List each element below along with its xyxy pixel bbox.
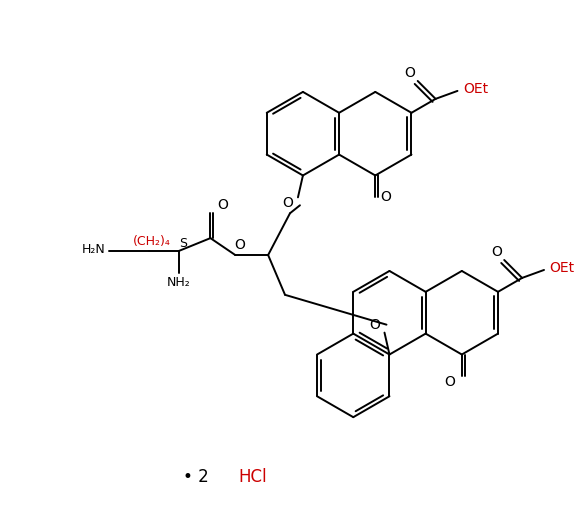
Text: OEt: OEt <box>549 261 574 275</box>
Text: O: O <box>445 376 455 389</box>
Text: O: O <box>404 66 415 80</box>
Text: • 2: • 2 <box>182 468 208 486</box>
Text: HCl: HCl <box>238 468 266 486</box>
Text: NH₂: NH₂ <box>167 276 190 289</box>
Text: S: S <box>179 236 188 249</box>
Text: O: O <box>380 190 391 204</box>
Text: O: O <box>234 238 245 252</box>
Text: OEt: OEt <box>463 82 488 96</box>
Text: O: O <box>491 245 501 259</box>
Text: O: O <box>369 317 380 332</box>
Text: O: O <box>283 196 294 210</box>
Text: H₂N: H₂N <box>82 243 106 256</box>
Text: (CH₂)₄: (CH₂)₄ <box>133 235 171 247</box>
Text: O: O <box>217 198 228 212</box>
